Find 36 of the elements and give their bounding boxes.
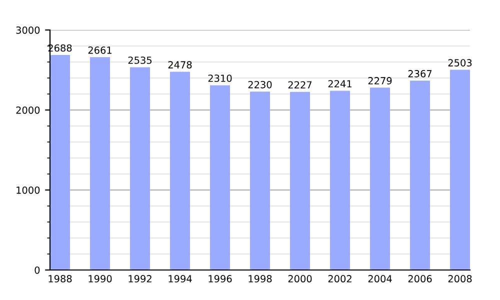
x-tick-label: 1990 xyxy=(88,275,112,282)
bar xyxy=(450,70,470,270)
x-tick-label: 1998 xyxy=(248,275,272,282)
x-tick-label: 2004 xyxy=(368,275,392,282)
bar xyxy=(130,67,150,270)
data-label: 2367 xyxy=(408,70,432,78)
x-tick-label: 1994 xyxy=(168,275,192,282)
bar xyxy=(50,54,70,270)
bar xyxy=(90,57,110,270)
data-label: 2241 xyxy=(328,80,352,88)
data-label: 2535 xyxy=(128,56,152,64)
y-tick-label: 2000 xyxy=(16,106,40,114)
x-tick-label: 2000 xyxy=(288,275,312,282)
bar xyxy=(370,88,390,270)
data-label: 2503 xyxy=(448,59,472,66)
bar xyxy=(410,80,430,270)
bar xyxy=(170,72,190,270)
data-label: 2310 xyxy=(208,74,232,82)
x-tick-label: 1988 xyxy=(48,275,72,282)
x-tick-label: 2006 xyxy=(408,275,432,282)
y-tick-label: 3000 xyxy=(16,26,40,34)
x-tick-label: 1996 xyxy=(208,275,232,282)
x-tick-label: 1992 xyxy=(128,275,152,282)
x-tick-label: 2008 xyxy=(448,275,472,282)
bar xyxy=(330,90,350,270)
data-label: 2661 xyxy=(88,46,112,54)
y-tick-label: 0 xyxy=(34,266,40,274)
x-tick-label: 2002 xyxy=(328,275,352,282)
bar xyxy=(290,92,310,270)
bar xyxy=(210,85,230,270)
y-tick-label: 1000 xyxy=(16,186,40,194)
bar xyxy=(250,92,270,270)
data-label: 2230 xyxy=(248,80,272,88)
data-label: 2478 xyxy=(168,61,192,68)
data-label: 2227 xyxy=(288,81,312,88)
data-label: 2279 xyxy=(368,77,392,84)
